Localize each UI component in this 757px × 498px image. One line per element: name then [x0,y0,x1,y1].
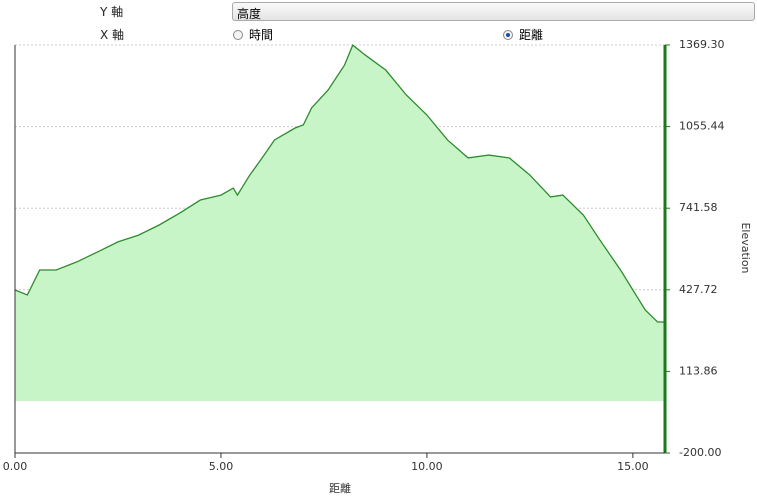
radio-dot[interactable] [233,29,243,40]
x-tick-label: 0.00 [3,460,28,473]
radio-option[interactable]: 時間 [233,26,273,43]
y-select[interactable]: 高度 [232,2,755,21]
x-axis-label: X 軸 [100,28,125,42]
area-fill [15,45,665,402]
y-axis-title: Elevation [739,222,752,273]
y-axis-label: Y 軸 [100,5,124,19]
area-line [14,44,665,323]
radio-option[interactable]: 距離 [503,26,543,43]
x-tick-label: 15.00 [617,460,649,473]
y-tick-label: -200.00 [679,446,721,459]
y-tick-label: 427.72 [679,283,718,296]
x-axis-title: 距離 [329,481,351,495]
y-tick-label: 113.86 [679,364,718,377]
x-tick-label: 10.00 [411,460,443,473]
radio-label[interactable]: 時間 [249,28,274,42]
x-tick-label: 5.00 [209,460,234,473]
y-tick-label: 1055.44 [679,120,725,133]
radio-label[interactable]: 距離 [519,28,544,42]
radio-dot[interactable] [503,29,513,40]
y-tick-label: 1369.30 [679,38,725,51]
y-tick-label: 741.58 [679,201,718,214]
